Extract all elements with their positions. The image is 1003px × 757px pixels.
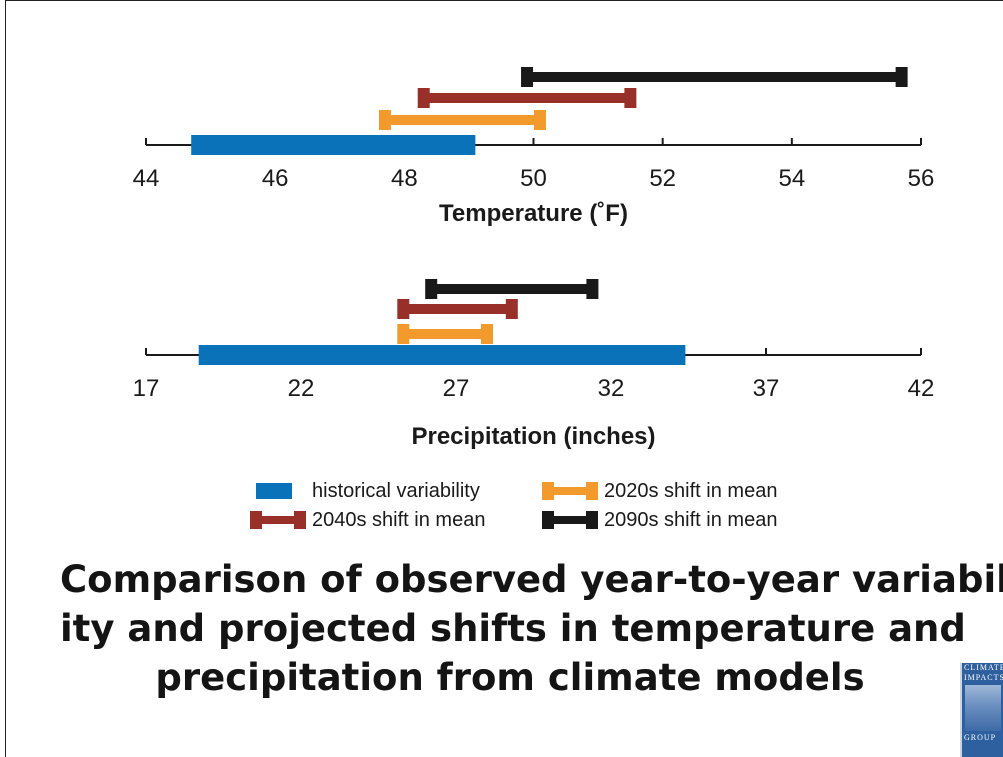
legend-label-2040s: 2040s shift in mean <box>312 508 486 531</box>
precipitation-tick-label: 17 <box>133 375 160 402</box>
legend-item-2040s: 2040s shift in mean <box>250 507 485 533</box>
legend-swatch-2090s <box>542 511 598 529</box>
caption-line-3: precipitation from climate models <box>155 656 865 699</box>
swatch-start-cap <box>250 511 262 529</box>
temperature-bar-2020s-start-cap <box>378 110 391 130</box>
temperature-bar-2090s-end-cap <box>895 67 908 87</box>
temperature-tick-label: 48 <box>391 165 418 192</box>
precipitation-panel: 17 22 27 32 37 42 Precipitation (inches) <box>133 279 935 450</box>
precipitation-bar-2020s-start-cap <box>397 324 410 344</box>
logo-emblem <box>965 685 1001 731</box>
precipitation-bar-historical <box>198 345 686 365</box>
swatch-end-cap <box>586 511 598 529</box>
legend-swatch-historical <box>250 482 306 500</box>
legend-label-2020s: 2020s shift in mean <box>604 479 778 502</box>
precipitation-tick-label: 27 <box>443 375 470 402</box>
precipitation-tick-label: 32 <box>598 375 625 402</box>
temperature-bar-2040s-end-cap <box>624 88 637 108</box>
temperature-tick-label: 44 <box>133 165 160 192</box>
temperature-bar-2040s-start-cap <box>417 88 430 108</box>
swatch-start-cap <box>542 482 554 500</box>
precipitation-tick-label: 37 <box>753 375 780 402</box>
precipitation-tick-label: 22 <box>288 375 315 402</box>
temperature-bar-2040s <box>423 93 631 103</box>
legend-item-historical: historical variability <box>250 478 480 504</box>
legend-item-2020s: 2020s shift in mean <box>542 478 777 504</box>
temperature-bar-2090s <box>527 72 902 82</box>
temperature-tick-label: 54 <box>778 165 805 192</box>
precipitation-bar-2020s <box>403 329 487 339</box>
precipitation-bar-2040s-start-cap <box>397 299 410 319</box>
temperature-tick-label: 46 <box>262 165 289 192</box>
precipitation-tick-label: 42 <box>908 375 935 402</box>
precipitation-axis-title: Precipitation (inches) <box>411 423 655 450</box>
temperature-bar-historical <box>191 135 476 155</box>
frame-top-border <box>5 0 1003 1</box>
legend-item-2090s: 2090s shift in mean <box>542 507 777 533</box>
climate-impacts-group-logo: CLIMATE IMPACTS GROUP <box>960 663 1003 757</box>
legend: historical variability 2020s shift in me… <box>250 478 850 534</box>
temperature-tick-label: 50 <box>520 165 547 192</box>
figure-caption: Comparison of observed year-to-year vari… <box>60 555 1003 702</box>
precipitation-bar-2040s <box>403 304 512 314</box>
caption-line-1: Comparison of observed year-to-year vari… <box>60 558 1003 601</box>
swatch-start-cap <box>542 511 554 529</box>
precipitation-bar-2020s-end-cap <box>481 324 493 344</box>
chart-area: 44 46 48 50 52 54 56 Temperature (˚F) 17 22 27 32 3… <box>133 67 935 450</box>
temperature-axis-title: Temperature (˚F) <box>439 200 628 227</box>
swatch-bar <box>252 516 304 524</box>
precipitation-bar-2040s-end-cap <box>505 299 518 319</box>
legend-swatch-2020s <box>542 482 598 500</box>
swatch-bar <box>544 516 596 524</box>
precipitation-bar-2090s <box>431 284 593 294</box>
logo-text-climate: CLIMATE <box>964 663 1003 672</box>
swatch-bar <box>544 487 596 495</box>
temperature-tick-label: 52 <box>649 165 676 192</box>
temperature-bar-2090s-start-cap <box>521 67 534 87</box>
temperature-panel: 44 46 48 50 52 54 56 Temperature (˚F) <box>133 67 935 227</box>
swatch-end-cap <box>294 511 306 529</box>
precipitation-bar-2090s-start-cap <box>425 279 438 299</box>
legend-label-2090s: 2090s shift in mean <box>604 508 778 531</box>
temperature-bar-2020s <box>384 115 540 125</box>
frame-left-border <box>5 0 6 757</box>
temperature-bar-2020s-end-cap <box>533 110 546 130</box>
temperature-tick-label: 56 <box>908 165 935 192</box>
precipitation-bar-2090s-end-cap <box>586 279 599 299</box>
swatch-bar <box>256 483 292 499</box>
legend-label-historical: historical variability <box>312 479 480 502</box>
caption-line-2: ity and projected shifts in temperature … <box>60 607 966 650</box>
swatch-end-cap <box>586 482 598 500</box>
logo-text-group: GROUP <box>964 733 997 742</box>
logo-text-impacts: IMPACTS <box>964 673 1003 682</box>
legend-swatch-2040s <box>250 511 306 529</box>
